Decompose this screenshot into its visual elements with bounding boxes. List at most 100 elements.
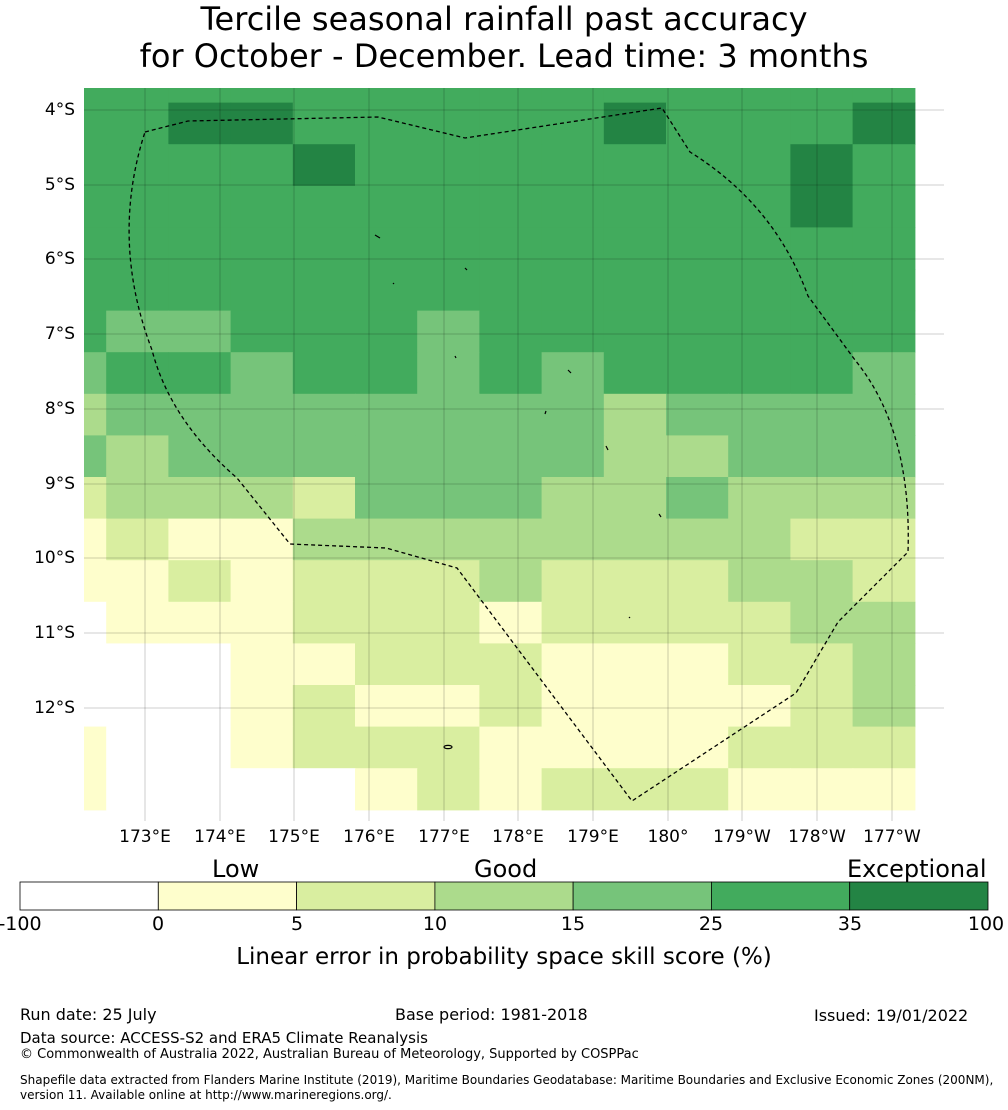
lat-label: 4°S [44, 100, 75, 120]
lat-label: 8°S [44, 399, 75, 419]
grid-cell [479, 310, 543, 353]
grid-cell [479, 768, 543, 811]
legend-category-low: Low [212, 855, 260, 883]
grid-cell [541, 768, 605, 811]
grid-cell [84, 518, 107, 561]
grid-cell [728, 643, 791, 686]
grid-cell [84, 601, 107, 644]
grid-cell [728, 102, 791, 145]
colorbar-segment [296, 881, 436, 911]
grid-cell [852, 601, 916, 644]
lon-label: 178°W [788, 827, 846, 847]
grid-cell [603, 310, 667, 353]
lon-label: 173°E [119, 827, 171, 847]
grid-cell [852, 227, 916, 270]
grid-cell [790, 144, 854, 187]
grid-cell [852, 560, 916, 603]
grid-cell [790, 227, 854, 270]
issued-date: Issued: 19/01/2022 [814, 1006, 969, 1025]
grid-cell [541, 435, 605, 478]
grid-cell [417, 227, 480, 270]
grid-cell [417, 269, 480, 312]
grid-cell [852, 352, 916, 395]
colorbar-segment [434, 881, 574, 911]
grid-cell [790, 518, 854, 561]
grid-cell [417, 560, 480, 603]
grid-cell [355, 726, 418, 769]
grid-cell [355, 310, 418, 353]
colorbar-title: Linear error in probability space skill … [236, 944, 772, 970]
grid-cell [84, 88, 107, 104]
grid-cell [603, 518, 667, 561]
grid-cell [292, 435, 356, 478]
grid-cell [168, 102, 232, 145]
grid-cell [355, 393, 418, 436]
grid-cell [417, 393, 480, 436]
grid-cell [168, 88, 232, 104]
grid-cell [417, 352, 480, 395]
grid-cell [541, 560, 605, 603]
grid-cell [355, 685, 418, 728]
colorbar-tick: 100 [967, 913, 1005, 935]
grid-cell [106, 435, 169, 478]
grid-cell [168, 685, 232, 728]
lat-label: 12°S [34, 698, 75, 718]
grid-cell [666, 269, 729, 312]
grid-cell [417, 102, 480, 145]
grid-cell [728, 310, 791, 353]
grid-cell [230, 477, 294, 520]
grid-cell [728, 768, 791, 811]
grid-cell [355, 144, 418, 187]
grid-cell [355, 601, 418, 644]
grid-cell [603, 102, 667, 145]
grid-cell [852, 726, 916, 769]
grid-cell [417, 477, 480, 520]
grid-cell [790, 477, 854, 520]
grid-cell [790, 685, 854, 728]
grid-cell [479, 185, 543, 228]
grid-cell [666, 310, 729, 353]
grid-cell [84, 393, 107, 436]
grid-cell [417, 601, 480, 644]
colorbar-segment [711, 881, 851, 911]
grid-cell [666, 601, 729, 644]
grid-cell [666, 88, 729, 104]
grid-cell [603, 726, 667, 769]
grid-cell [168, 477, 232, 520]
grid-cell [852, 768, 916, 811]
grid-cell [292, 185, 356, 228]
grid-cell [790, 726, 854, 769]
legend-category-good: Good [474, 855, 538, 883]
grid-cell [790, 601, 854, 644]
grid-cell [479, 144, 543, 187]
legend-category-exceptional: Exceptional [847, 855, 987, 883]
grid-cell [292, 102, 356, 145]
colorbar-segment [157, 881, 298, 911]
grid-cell [168, 352, 232, 395]
grid-cell [541, 269, 605, 312]
grid-cell [106, 310, 169, 353]
grid-cell [292, 601, 356, 644]
grid-cell [852, 88, 916, 104]
grid-cell [603, 643, 667, 686]
colorbar-tick: 5 [290, 913, 304, 935]
grid-cell [230, 393, 294, 436]
grid-cell [541, 518, 605, 561]
grid-cell [666, 352, 729, 395]
grid-cell [168, 144, 232, 187]
grid-cell [106, 601, 169, 644]
grid-cell [355, 560, 418, 603]
grid-cell [292, 560, 356, 603]
lon-label: 174°E [194, 827, 246, 847]
grid-cell [666, 477, 729, 520]
grid-cell [230, 352, 294, 395]
grid-cell [230, 685, 294, 728]
grid-cell [666, 518, 729, 561]
grid-cell [666, 768, 729, 811]
grid-cell [479, 726, 543, 769]
grid-cell [355, 102, 418, 145]
grid-cell [84, 310, 107, 353]
grid-cell [603, 601, 667, 644]
grid-cell [479, 269, 543, 312]
